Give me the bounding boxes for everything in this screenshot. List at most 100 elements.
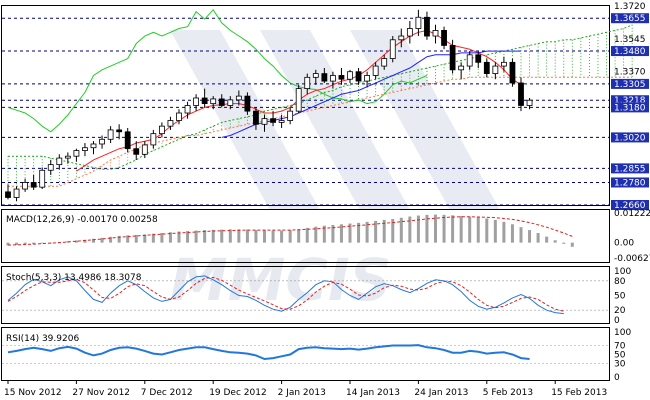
candle-body	[210, 98, 217, 105]
candle-body	[22, 182, 29, 190]
macd-bar	[519, 227, 523, 243]
x-tick-label: 5 Feb 2013	[483, 388, 533, 398]
macd-bar	[493, 219, 497, 243]
candle-body	[364, 75, 371, 82]
macd-bar	[442, 214, 446, 243]
candle-body	[235, 95, 242, 101]
macd-bar	[117, 235, 121, 243]
candle-body	[500, 61, 507, 67]
macd-bar	[476, 217, 480, 243]
macd-bar	[510, 224, 514, 243]
candle-body	[518, 82, 524, 106]
candle-body	[483, 61, 490, 74]
candle-body	[184, 105, 191, 114]
candle-body	[218, 98, 225, 106]
stoch-tick-label: 100	[614, 267, 631, 277]
macd-bar	[100, 237, 104, 243]
macd-bar	[314, 226, 318, 243]
macd-bar	[305, 227, 309, 243]
macd-bar	[357, 222, 361, 243]
candle-body	[312, 73, 319, 78]
rsi-line	[7, 344, 530, 361]
macd-bar	[83, 239, 87, 243]
macd-bar	[74, 240, 78, 243]
candle-body	[39, 169, 46, 188]
macd-bar	[194, 230, 198, 243]
candle-body	[201, 97, 208, 105]
macd-bar	[151, 233, 155, 243]
rsi-layer	[2, 344, 609, 364]
candle-body	[415, 16, 422, 29]
macd-bar	[434, 214, 437, 243]
candle-body	[176, 112, 182, 121]
price-level-box	[611, 177, 649, 188]
macd-bar	[528, 230, 532, 243]
x-tick-label: 24 Jan 2013	[414, 388, 468, 398]
macd-bar	[126, 235, 130, 243]
candle-body	[398, 35, 405, 41]
macd-bar	[237, 229, 241, 243]
rsi-tick-label: 70	[614, 342, 626, 352]
price-tick-label: 1.3545	[614, 35, 646, 45]
rsi-tick-label: 0	[614, 373, 620, 383]
x-tick-label: 15 Nov 2012	[4, 388, 62, 398]
candle-body	[56, 157, 63, 166]
macd-pane	[1, 209, 610, 263]
candle-body	[167, 120, 174, 127]
stoch-tick-label: 80	[614, 277, 626, 287]
macd-bar	[280, 230, 284, 243]
rsi-tick-label: 100	[614, 328, 631, 338]
price-level-box	[611, 132, 649, 143]
price-level-label: 1.3180	[614, 103, 646, 113]
macd-bar	[186, 231, 190, 243]
stoch-tick-label: 50	[614, 292, 626, 302]
macd-bar	[562, 242, 566, 244]
macd-bar	[451, 215, 455, 243]
macd-bar	[391, 218, 395, 243]
pane-frames	[1, 5, 610, 381]
macd-bar	[365, 221, 369, 243]
candle-body	[47, 164, 54, 171]
price-level-label: 1.3020	[614, 133, 646, 143]
price-level-label: 1.3218	[614, 96, 646, 106]
macd-bar	[254, 230, 258, 243]
macd-bar	[459, 216, 463, 243]
macd-bar	[374, 220, 378, 243]
candle-body	[124, 131, 131, 150]
watermark-logo	[170, 30, 500, 210]
stoch-layer	[2, 275, 609, 315]
price-level-label: 1.2660	[614, 201, 646, 211]
candle-body	[227, 99, 234, 106]
candle-body	[381, 58, 388, 67]
candle-body	[278, 120, 285, 123]
candle-body	[116, 129, 123, 133]
watermark: MMCIS	[170, 30, 500, 314]
candle-body	[475, 54, 482, 63]
candle-body	[150, 133, 157, 146]
rsi-tick-label: 30	[614, 360, 626, 370]
candle-body	[321, 73, 328, 82]
candle-body	[90, 143, 97, 149]
candle-body	[449, 45, 456, 71]
candle-body	[372, 65, 379, 76]
macd-bar	[15, 242, 19, 246]
price-level-box	[611, 102, 649, 113]
rsi-title: RSI(14) 39.9206	[6, 334, 79, 344]
candle-body	[304, 76, 311, 90]
macd-tick-label: 0.00	[614, 239, 634, 249]
macd-bar	[382, 219, 386, 243]
span-a-line	[8, 24, 633, 170]
macd-signal-line	[7, 216, 573, 246]
price-level-box	[611, 95, 649, 106]
candle-body	[13, 188, 20, 198]
candle-body	[338, 75, 345, 80]
candle-body	[261, 118, 268, 125]
candle-body	[424, 16, 430, 37]
candle-body	[193, 97, 200, 106]
price-level-label: 1.2855	[614, 164, 646, 174]
macd-bar	[322, 225, 326, 243]
price-level-label: 1.3655	[614, 14, 646, 24]
price-level-label: 1.2780	[614, 178, 646, 188]
candle-body	[389, 39, 396, 59]
macd-bar	[220, 229, 224, 243]
